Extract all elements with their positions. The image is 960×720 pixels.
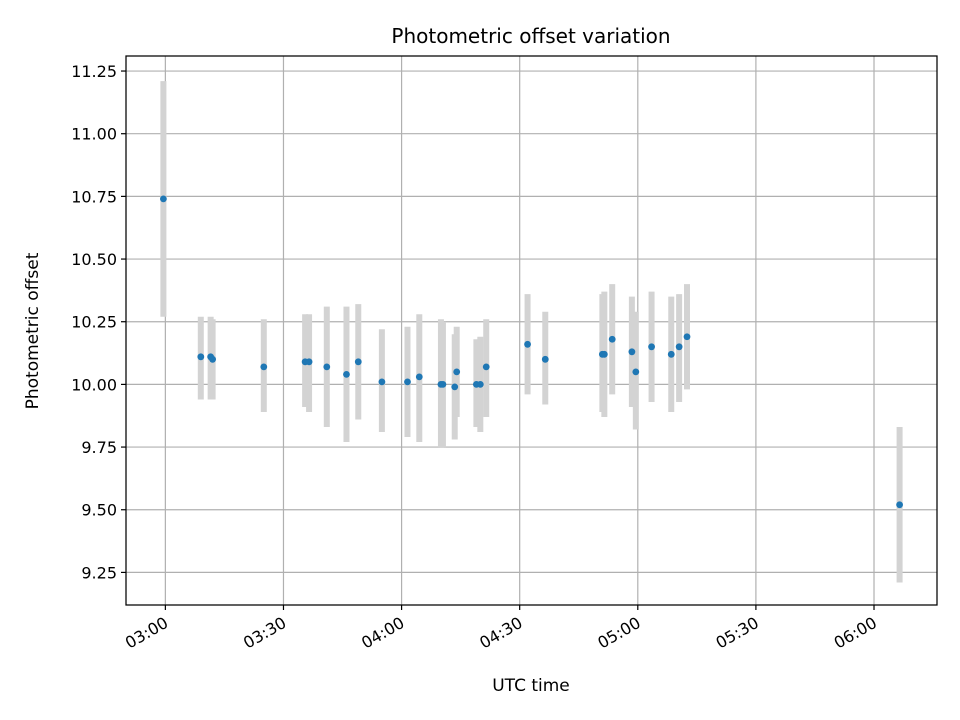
data-point [197, 353, 205, 361]
data-point [260, 363, 268, 371]
data-point [524, 340, 531, 348]
data-point [632, 368, 640, 376]
y-axis-title: Photometric offset [23, 252, 43, 409]
data-point [675, 343, 683, 351]
data-point [683, 333, 691, 341]
data-point [628, 348, 636, 356]
grid [126, 56, 937, 605]
y-tick-label: 9.25 [81, 563, 117, 582]
data-point [305, 358, 313, 366]
data-point [453, 368, 461, 376]
y-tick-label: 9.50 [81, 501, 117, 520]
y-tick-label: 10.00 [71, 375, 117, 394]
chart-title: Photometric offset variation [391, 24, 670, 48]
y-axis-ticks: 9.25 9.50 9.75 10.00 10.25 10.50 10.75 11.00 11.… [71, 62, 126, 582]
plot-area-frame [125, 55, 938, 606]
data-point [648, 343, 655, 351]
data-point [415, 373, 423, 381]
y-tick-label: 11.00 [71, 125, 117, 144]
data-point [323, 363, 331, 371]
y-tick-label: 11.25 [71, 62, 117, 81]
data-points [160, 195, 903, 509]
data-point [482, 363, 490, 371]
data-point [160, 195, 167, 203]
data-point [476, 380, 484, 388]
data-point [541, 355, 549, 363]
data-point [209, 355, 217, 363]
y-tick-label: 9.75 [81, 438, 117, 457]
y-tick-label: 10.50 [71, 250, 117, 269]
y-tick-label: 10.75 [71, 187, 117, 206]
data-point [354, 358, 362, 366]
data-point [896, 501, 903, 509]
data-point [608, 335, 616, 343]
y-tick-label: 10.25 [71, 313, 117, 332]
x-axis-title: UTC time [492, 676, 570, 696]
data-point [600, 350, 608, 358]
data-point [404, 378, 411, 386]
data-point [439, 380, 447, 388]
data-point [451, 383, 459, 391]
data-point [667, 350, 675, 358]
data-point [378, 378, 386, 386]
data-point [343, 370, 350, 378]
